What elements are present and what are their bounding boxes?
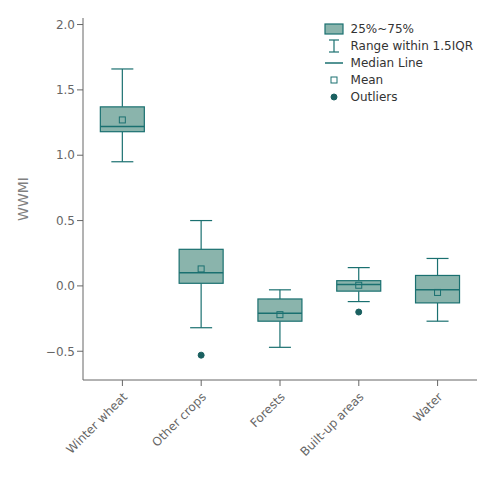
html-text:Outliers: Outliers — [350, 89, 398, 104]
svg-text:1.5: 1.5 — [56, 83, 75, 97]
svg-text:Forests: Forests — [247, 390, 287, 430]
svg-text:−0.5: −0.5 — [46, 345, 75, 359]
svg-text:Built-up areas: Built-up areas — [298, 390, 367, 459]
html-text:Median Line: Median Line — [350, 55, 423, 70]
svg-text:WWMI: WWMI — [15, 177, 31, 221]
svg-text:0.5: 0.5 — [56, 214, 75, 228]
svg-text:2.0: 2.0 — [56, 18, 75, 32]
svg-text:1.0: 1.0 — [56, 148, 75, 162]
html-text:Range within 1.5IQR: Range within 1.5IQR — [350, 38, 473, 53]
svg-text:Water: Water — [410, 390, 445, 425]
svg-text:0.0: 0.0 — [56, 279, 75, 293]
svg-text:Winter wheat: Winter wheat — [64, 390, 131, 457]
svg-text:Other crops: Other crops — [149, 390, 209, 450]
html-text:Mean: Mean — [350, 72, 384, 87]
html-text:25%~75%: 25%~75% — [350, 21, 414, 36]
